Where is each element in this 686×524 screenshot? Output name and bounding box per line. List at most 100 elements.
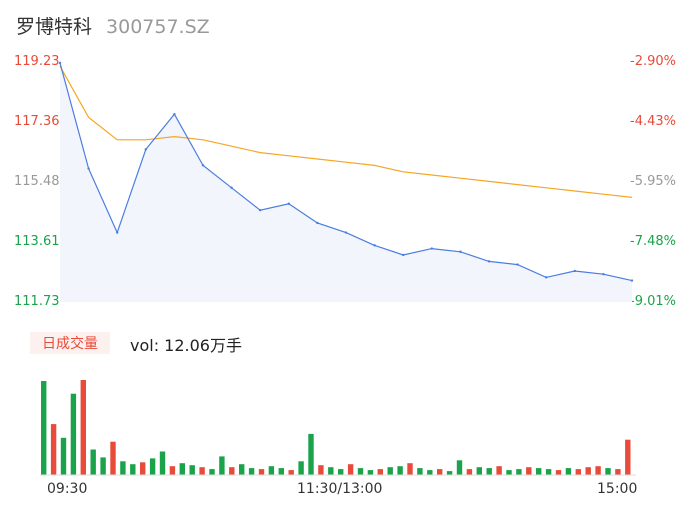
volume-bar [427, 470, 433, 475]
volume-bar [268, 466, 275, 475]
price-point [602, 272, 605, 276]
volume-bar [90, 449, 96, 475]
time-tick-midday: 11:30/13:00 [297, 481, 383, 497]
volume-bar [466, 469, 473, 475]
volume-bar [625, 439, 631, 475]
price-point [173, 112, 176, 116]
price-point [630, 279, 634, 282]
volume-bar [278, 468, 284, 475]
volume-bar [446, 471, 453, 475]
price-point [487, 260, 491, 263]
pct-tick-0: -2.90% [630, 54, 676, 69]
price-area [60, 63, 632, 302]
volume-bar [357, 468, 364, 475]
pct-tick-3: -7.48% [630, 234, 676, 249]
volume-bar [496, 466, 502, 475]
price-point [373, 244, 376, 247]
price-point [230, 186, 233, 189]
price-point [430, 247, 433, 250]
price-point [87, 167, 90, 170]
volume-bar [387, 467, 393, 475]
volume-bar [476, 467, 482, 475]
volume-bar [516, 469, 522, 475]
volume-bar [130, 464, 136, 475]
price-point [201, 164, 205, 167]
volume-bar [70, 393, 77, 475]
volume-bar [248, 468, 255, 475]
volume-bar [60, 437, 67, 475]
price-tick-1: 117.36 [14, 114, 60, 129]
volume-info: vol: 12.06万手 [130, 336, 242, 355]
volume-bar [367, 470, 374, 475]
volume-bar [318, 465, 324, 475]
price-point [116, 231, 119, 234]
stock-code: 300757.SZ [106, 16, 210, 38]
price-point [516, 263, 519, 266]
price-point [402, 253, 405, 257]
volume-bar [565, 468, 572, 475]
volume-bar [338, 469, 344, 475]
volume-bar [159, 451, 166, 475]
price-point [344, 231, 348, 234]
volume-bar [199, 467, 205, 475]
volume-bar [149, 458, 156, 475]
time-tick-close: 15:00 [597, 481, 638, 497]
price-point [144, 148, 147, 151]
price-tick-4: 111.73 [14, 294, 60, 309]
volume-bar [585, 467, 591, 475]
volume-bar [258, 469, 265, 475]
price-point [259, 208, 262, 212]
average-price-line [59, 65, 633, 198]
price-point [573, 269, 576, 273]
price-point [545, 276, 548, 279]
volume-bar [377, 469, 383, 475]
price-point [459, 250, 462, 253]
price-point [58, 61, 62, 65]
price-tick-0: 119.23 [14, 54, 60, 69]
volume-bar [229, 467, 235, 475]
volume-bar [120, 461, 126, 475]
volume-bar [575, 469, 581, 475]
price-tick-3: 113.61 [14, 234, 60, 249]
volume-bar [456, 460, 463, 475]
time-tick-open: 09:30 [47, 481, 88, 497]
volume-bar [328, 467, 334, 475]
volume-bar [41, 381, 47, 475]
stock-name: 罗博特科 [16, 16, 93, 38]
volume-bar [397, 466, 403, 475]
volume-bar [80, 380, 86, 475]
volume-bar [347, 464, 354, 475]
volume-bar [486, 468, 492, 475]
stock-header: 罗博特科 300757.SZ [16, 12, 210, 40]
volume-bar [189, 465, 195, 475]
volume-bar [209, 469, 215, 475]
volume-bar [288, 470, 294, 475]
volume-bar [140, 462, 146, 475]
volume-bar [298, 461, 304, 475]
volume-bar [437, 469, 443, 475]
volume-bar [615, 469, 621, 475]
price-point [287, 202, 290, 205]
volume-bar [595, 466, 601, 475]
volume-bar [219, 456, 225, 475]
volume-tag: 日成交量 [30, 332, 110, 354]
pct-tick-2: -5.95% [630, 174, 676, 189]
volume-bar [555, 470, 562, 475]
price-point [316, 221, 319, 225]
volume-bar [179, 463, 185, 475]
volume-bar [417, 468, 423, 475]
pct-tick-4: -9.01% [630, 294, 676, 309]
volume-bar [407, 463, 413, 475]
volume-bar [50, 424, 57, 475]
volume-bar [545, 469, 552, 475]
volume-bar [506, 470, 512, 475]
volume-bar [239, 464, 245, 475]
volume-bar [169, 466, 176, 475]
price-tick-2: 115.48 [14, 174, 60, 189]
volume-bar [100, 457, 106, 475]
volume-bar [536, 468, 542, 475]
volume-bar [110, 441, 116, 475]
pct-tick-1: -4.43% [630, 114, 676, 129]
volume-bar [526, 467, 532, 475]
